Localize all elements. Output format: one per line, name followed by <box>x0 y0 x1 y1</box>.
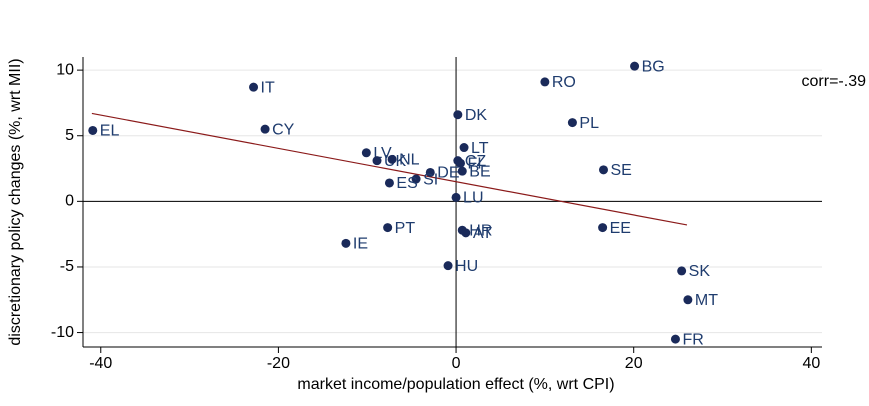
point-label: MT <box>695 292 718 309</box>
point <box>455 158 465 168</box>
x-tick-label: 40 <box>802 355 820 372</box>
point <box>260 124 270 134</box>
point <box>425 167 435 177</box>
point-label: IE <box>353 236 368 253</box>
y-tick-label: 5 <box>65 127 74 144</box>
x-tick-label: -40 <box>89 355 112 372</box>
point-label: CZ <box>465 153 487 170</box>
point <box>683 295 693 305</box>
point <box>461 228 471 238</box>
point <box>372 156 382 166</box>
x-tick-label: 0 <box>452 355 461 372</box>
y-tick-label: -5 <box>60 258 74 275</box>
point-label: CY <box>272 121 295 138</box>
point <box>411 174 421 184</box>
point-label: RO <box>552 74 576 91</box>
point-label: NL <box>399 152 420 169</box>
point-label: LT <box>471 140 489 157</box>
y-tick-label: 0 <box>65 193 74 210</box>
point <box>451 192 461 202</box>
x-tick-label: -20 <box>267 355 290 372</box>
point-label: FR <box>682 331 703 348</box>
point <box>630 61 640 71</box>
x-axis-title: market income/population effect (%, wrt … <box>297 376 614 393</box>
point-label: LU <box>463 190 483 207</box>
point-label: PT <box>395 220 416 237</box>
point <box>341 238 351 248</box>
point-label: HU <box>455 258 478 275</box>
point <box>88 125 98 135</box>
point-label: BE <box>469 163 490 180</box>
point <box>598 223 608 233</box>
point <box>459 143 469 153</box>
y-axis-title: discretionary policy changes (%, wrt MII… <box>7 58 24 345</box>
point <box>249 82 259 92</box>
x-tick-label: 20 <box>625 355 643 372</box>
point <box>598 165 608 175</box>
point-label: HR <box>469 222 492 239</box>
point-label: PL <box>579 115 599 132</box>
point-label: BG <box>642 58 665 75</box>
point <box>387 154 397 164</box>
point <box>567 118 577 128</box>
point-label: EL <box>100 123 120 140</box>
point-label: SI <box>423 171 438 188</box>
point-label: FI <box>467 156 481 173</box>
y-tick-label: 10 <box>56 61 74 78</box>
point-label: EE <box>610 220 631 237</box>
fit-line <box>91 112 688 226</box>
point-label: SK <box>689 263 711 280</box>
point <box>384 178 394 188</box>
point <box>670 334 680 344</box>
point <box>677 266 687 276</box>
point <box>361 148 371 158</box>
point <box>457 166 467 176</box>
point-label: DK <box>465 107 488 124</box>
point-label: AT <box>473 225 492 242</box>
point <box>383 223 393 233</box>
y-tick-label: -10 <box>51 324 74 341</box>
point <box>540 77 550 87</box>
point-label: ES <box>396 175 417 192</box>
point-label: DE <box>437 165 459 182</box>
point-label: IT <box>261 79 275 96</box>
annotation: corr=-.39 <box>802 73 867 90</box>
point <box>453 110 463 120</box>
point-label: SE <box>610 162 631 179</box>
point <box>443 261 453 271</box>
